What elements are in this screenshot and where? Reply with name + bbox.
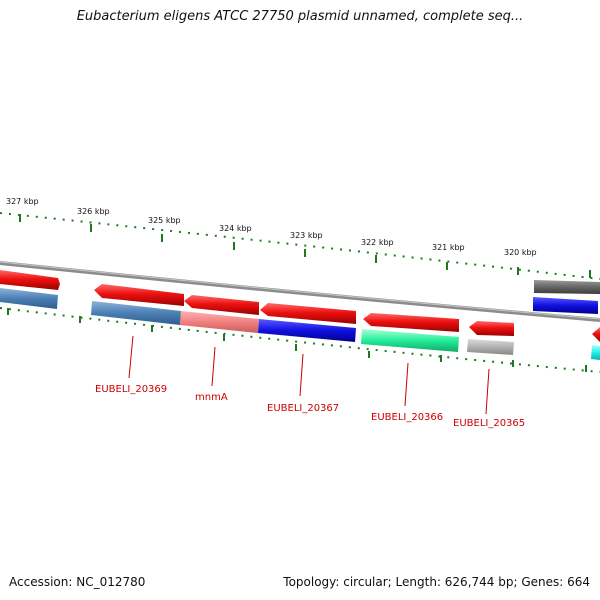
gene-label-EUBELI_20369[interactable]: EUBELI_20369	[95, 384, 167, 395]
gene-feature-red[interactable]	[0, 270, 60, 290]
reverse-strand-genes	[94, 284, 600, 342]
label-leader-line	[404, 362, 409, 407]
label-leader-line	[211, 346, 216, 387]
feature-bar-EUBELI_20365[interactable]	[467, 339, 514, 355]
gene-label-mnmA[interactable]: mnmA	[195, 392, 228, 403]
forward-strand-genes	[0, 270, 600, 294]
tick-label: 324 kbp	[219, 224, 252, 233]
gene-label-EUBELI_20366[interactable]: EUBELI_20366	[371, 412, 443, 423]
accession-text: Accession: NC_012780	[9, 575, 146, 589]
feature-bar-EUBELI_20369[interactable]	[91, 301, 181, 325]
gene-feature-EUBELI_20369[interactable]	[94, 284, 184, 306]
feature-bar-EUBELI_20366[interactable]	[361, 329, 459, 352]
tick-label: 323 kbp	[290, 231, 323, 240]
gene-label-EUBELI_20365[interactable]: EUBELI_20365	[453, 418, 525, 429]
tick-label: 326 kbp	[77, 207, 110, 216]
topology-summary-text: Topology: circular; Length: 626,744 bp; …	[283, 575, 590, 589]
feature-bar-EUBELI_20367[interactable]	[258, 319, 356, 342]
label-leader-line	[485, 368, 490, 415]
outer-dotted-ring	[0, 212, 600, 280]
tick-label: 322 kbp	[361, 238, 394, 247]
feature-track	[0, 288, 600, 360]
gene-labels: EUBELI_20369 mnmA EUBELI_20367 EUBELI_20…	[95, 335, 525, 429]
tick-label: 321 kbp	[432, 243, 465, 252]
gene-feature-EUBELI_20367[interactable]	[260, 303, 356, 324]
gene-feature-red-partial[interactable]	[592, 327, 600, 342]
gene-label-EUBELI_20367[interactable]: EUBELI_20367	[267, 403, 339, 414]
feature-bar-steelblue[interactable]	[0, 288, 58, 309]
feature-bar-mnmA[interactable]	[180, 311, 259, 333]
feature-bar-cyan[interactable]	[591, 345, 600, 360]
gene-feature-gray[interactable]	[534, 280, 600, 294]
tick-label: 325 kbp	[148, 216, 181, 225]
gene-feature-EUBELI_20365[interactable]	[469, 321, 514, 336]
tick-label: 327 kbp	[6, 197, 39, 206]
gene-feature-mnmA[interactable]	[184, 295, 259, 315]
plasmid-backbone-highlight	[0, 261, 600, 320]
feature-bar-blue[interactable]	[533, 297, 598, 314]
outer-scale-track: 327 kbp 326 kbp 325 kbp 324 kbp 323 kbp …	[0, 197, 600, 280]
map-title: Eubacterium eligens ATCC 27750 plasmid u…	[76, 9, 524, 24]
tick-label: 320 kbp	[504, 248, 537, 257]
plasmid-backbone	[0, 261, 600, 322]
label-leader-line	[299, 353, 304, 397]
inner-scale-track	[0, 307, 600, 373]
label-leader-line	[128, 335, 134, 379]
gene-feature-EUBELI_20366[interactable]	[363, 313, 459, 332]
